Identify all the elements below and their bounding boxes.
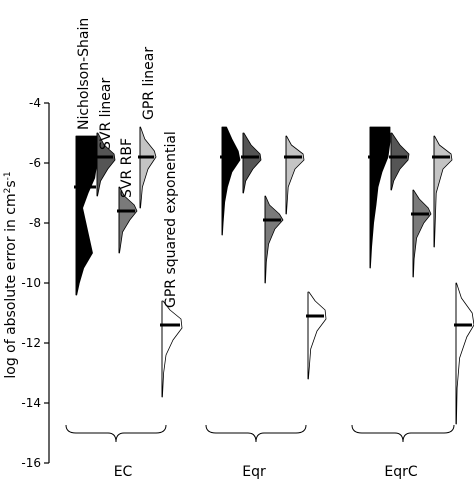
y-tick-label: -14 — [21, 396, 41, 410]
y-tick-label: -4 — [29, 96, 41, 110]
group-brace — [351, 424, 455, 443]
violin-EC-nicholson-shain — [75, 135, 99, 296]
violin-Eqr-gpr-linear — [285, 135, 305, 215]
series-label-gpr-squared-exponential: GPR squared exponential — [163, 131, 179, 308]
series-label-gpr-linear: GPR linear — [141, 47, 157, 120]
violin-EqrC-gpr-squared-exponential — [455, 282, 474, 425]
violin-Eqr-svr-rbf — [264, 195, 284, 284]
violin-Eqr-nicholson-shain — [221, 126, 241, 236]
method-labels: Nicholson-Shain SVR linear SVR RBF GPR line… — [76, 18, 179, 308]
group-label-eqrc: EqrC — [384, 464, 417, 480]
group-label-eqr: Eqr — [242, 464, 266, 480]
violins — [74, 126, 474, 425]
group-braces — [65, 424, 455, 443]
y-tick-label: -10 — [21, 276, 41, 290]
group-label-ec: EC — [114, 464, 133, 480]
y-tick-label: -16 — [21, 456, 41, 470]
y-tick-label: -6 — [29, 156, 41, 170]
y-tick-label: -8 — [29, 216, 41, 230]
violin-EqrC-svr-rbf — [412, 189, 432, 278]
y-axis: -4 -6 -8 -10 -12 -14 -16 — [21, 96, 50, 470]
violin-EC-gpr-linear — [139, 126, 157, 209]
series-label-svr-rbf: SVR RBF — [119, 138, 135, 198]
violin-EqrC-nicholson-shain — [369, 126, 391, 269]
y-tick-label: -12 — [21, 336, 41, 350]
violin-EqrC-svr-linear — [390, 132, 410, 191]
violin-EqrC-gpr-linear — [433, 135, 453, 248]
group-brace — [205, 424, 307, 443]
violin-EC-gpr-squared-exponential — [161, 300, 183, 398]
violin-Eqr-gpr-squared-exponential — [307, 291, 327, 380]
y-axis-label: log of absolute error in cm2s-1 — [3, 171, 19, 378]
series-label-svr-linear: SVR linear — [98, 78, 114, 150]
group-labels: EC Eqr EqrC — [114, 464, 418, 480]
series-label-nicholson-shain: Nicholson-Shain — [76, 18, 92, 130]
violin-Eqr-svr-linear — [242, 132, 262, 194]
group-brace — [65, 424, 167, 443]
